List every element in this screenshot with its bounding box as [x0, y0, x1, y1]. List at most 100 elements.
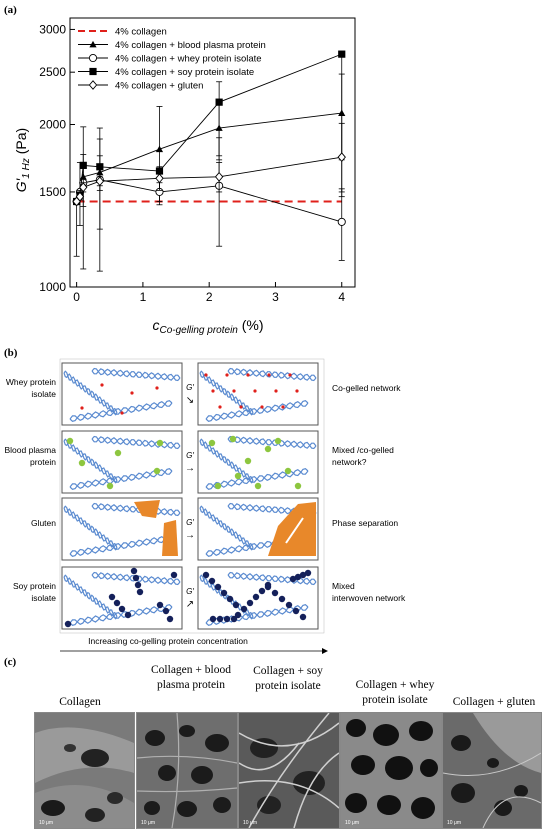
scale-bar: 10 μm: [345, 820, 359, 826]
caption-gluten: Collagen + gluten: [452, 696, 536, 708]
collagen-helix: [69, 604, 173, 626]
plasma-particle: [78, 459, 86, 467]
collagen-helix: [63, 438, 118, 484]
whey-particle: [80, 406, 84, 410]
collagen-helix: [63, 505, 118, 551]
legend-label: 4% collagen + whey protein isolate: [115, 54, 262, 65]
plasma-particle: [229, 435, 237, 443]
series-2: [72, 137, 346, 261]
soy-particle: [285, 601, 293, 609]
collagen-helix: [205, 468, 309, 490]
sem-image-blood-plasma: 10 μm: [136, 712, 238, 829]
soy-particle: [124, 611, 132, 619]
row-label: isolate: [31, 389, 56, 399]
data-point: [214, 171, 224, 182]
g-prime-label: G′: [186, 383, 194, 392]
x-tick-label: 0: [73, 290, 80, 304]
legend-label: 4% collagen: [115, 27, 167, 38]
y-tick-label: 2500: [39, 65, 66, 79]
x-tick-label: 1: [140, 290, 147, 304]
whey-particle: [274, 389, 278, 393]
outcome-label: interwoven network: [332, 593, 406, 603]
data-point: [337, 217, 346, 226]
data-point: [215, 98, 223, 106]
y-tick-label: 1500: [39, 185, 66, 199]
collagen-helix: [63, 370, 118, 416]
collagen-helix: [227, 571, 317, 586]
x-tick-label: 4: [338, 290, 345, 304]
soy-particle: [202, 571, 210, 579]
whey-particle: [253, 389, 257, 393]
x-tick-label: 2: [206, 290, 213, 304]
plasma-particle: [156, 439, 164, 447]
series-4: [72, 122, 346, 207]
data-point: [155, 145, 164, 153]
soy-particle: [230, 615, 238, 623]
collagen-helix: [69, 535, 173, 557]
legend-entry: 4% collagen + gluten: [78, 80, 203, 92]
row-label: Blood plasma: [4, 445, 56, 455]
soy-particle: [223, 615, 231, 623]
g-prime-label: G′: [186, 587, 194, 596]
legend-label: 4% collagen + blood plasma protein: [115, 40, 266, 51]
plasma-particle: [274, 437, 282, 445]
legend-label: 4% collagen + soy protein isolate: [115, 67, 254, 78]
data-point: [95, 176, 105, 187]
row-label: Gluten: [31, 518, 56, 528]
plasma-particle: [208, 439, 216, 447]
caption-soy: Collagen + soy protein isolate: [253, 665, 323, 692]
soy-particle: [226, 595, 234, 603]
caption-collagen: Collagen: [59, 696, 101, 708]
data-point: [89, 67, 97, 76]
legend-entry: 4% collagen + whey protein isolate: [78, 54, 262, 65]
plasma-particle: [254, 482, 262, 490]
whey-particle: [246, 373, 250, 377]
data-point: [79, 182, 88, 193]
caption-whey: Collagen + whey protein isolate: [355, 679, 435, 706]
panel-c-label: (c): [4, 656, 17, 668]
data-point: [75, 191, 85, 202]
plasma-particle: [153, 467, 161, 475]
scale-bar: 10 μm: [141, 820, 155, 826]
whey-particle: [225, 373, 229, 377]
y-tick-label: 1000: [39, 280, 66, 294]
x-tick-label: 3: [272, 290, 279, 304]
soy-particle: [162, 607, 170, 615]
scale-bar: 10 μm: [39, 820, 53, 826]
whey-particle: [239, 405, 243, 409]
collagen-helix: [63, 574, 118, 620]
collagen-helix: [91, 502, 181, 517]
data-point: [79, 161, 87, 169]
collagen-helix: [227, 367, 317, 382]
data-point: [89, 40, 97, 48]
whey-particle: [295, 389, 299, 393]
y-tick-label: 2000: [39, 117, 66, 131]
arrow-head: [322, 648, 328, 654]
collagen-helix: [199, 438, 254, 484]
whey-particle: [204, 373, 208, 377]
plasma-particle: [294, 482, 302, 490]
data-point: [88, 80, 98, 90]
plot-frame: [69, 17, 356, 288]
whey-particle: [281, 405, 285, 409]
scale-bar: 10 μm: [447, 820, 461, 826]
soy-particle: [278, 595, 286, 603]
whey-particle: [288, 373, 292, 377]
soy-particle: [208, 577, 216, 585]
soy-particle: [132, 574, 140, 582]
soy-particle: [108, 593, 116, 601]
soy-particle: [232, 601, 240, 609]
data-point: [338, 50, 346, 58]
collagen-helix: [91, 367, 181, 382]
outcome-label: network?: [332, 457, 367, 467]
trend-arrow: ↗: [186, 599, 194, 610]
trend-arrow: ↘: [186, 395, 194, 406]
plasma-particle: [244, 457, 252, 465]
caption-blood-plasma: Collagen + blood plasma protein: [151, 664, 231, 691]
soy-particle: [118, 605, 126, 613]
y-tick-label: 3000: [39, 22, 66, 36]
sem-image-soy: 10 μm: [238, 712, 340, 829]
gluten-crack: [285, 517, 304, 544]
collagen-helix: [91, 435, 181, 450]
